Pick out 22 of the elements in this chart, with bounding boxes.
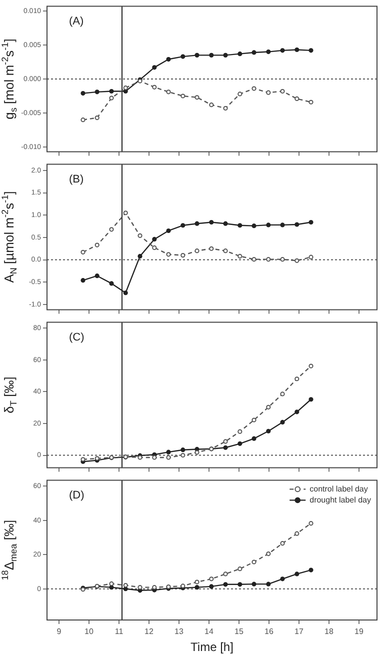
x-tick-label: 17 [294,627,304,636]
x-tick-label: 18 [324,627,334,636]
x-tick-label: 14 [204,627,214,636]
annotation: (B) [69,174,84,186]
x-tick-label: 10 [84,627,94,636]
x-tick-label: 13 [174,627,184,636]
annotation: (D) [69,490,84,502]
y-axis-title: gs [mol m-2s-1] [0,38,18,120]
x-tick-label: 19 [354,627,364,636]
x-tick-label: 16 [264,627,274,636]
x-tick-label: 11 [114,627,124,636]
x-tick-label: 9 [56,627,62,636]
x-tick-label: 15 [234,627,244,636]
annotation: (C) [69,332,84,344]
annotation: (A) [69,16,84,28]
y-axis-title: δT [‰] [2,376,18,414]
legend-label: control label day [310,484,368,494]
y-axis-title: 18Δmea [‰] [0,520,18,580]
x-tick-label: 12 [144,627,154,636]
y-axis-title: AN [µmol m-2s-1] [0,191,18,283]
legend-label: drought label day [310,495,372,504]
x-axis-title: Time [h] [190,640,234,654]
